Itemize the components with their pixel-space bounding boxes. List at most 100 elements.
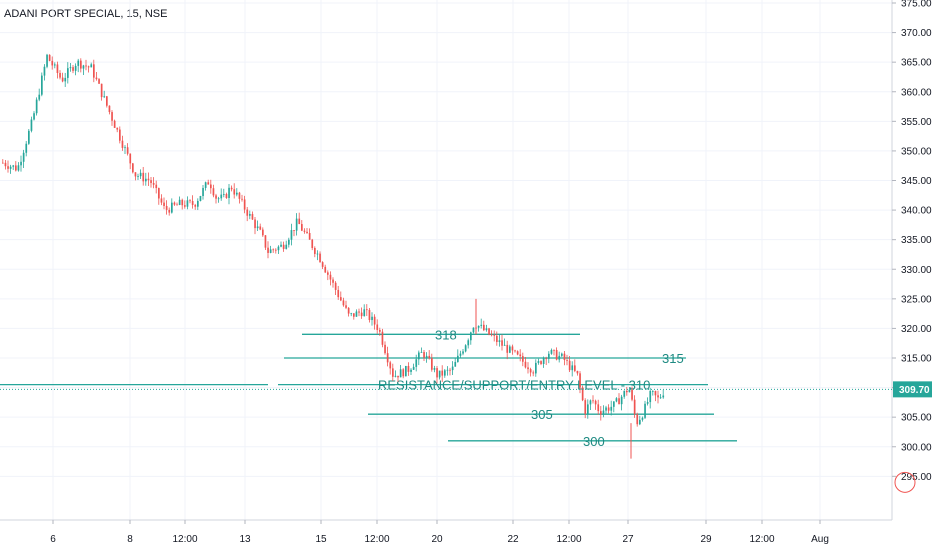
candle-body xyxy=(407,365,410,372)
candle-body xyxy=(290,230,293,240)
y-tick-label: 330.00 xyxy=(901,265,932,276)
candle-body xyxy=(641,417,644,420)
candle-body xyxy=(438,370,441,378)
candle-body xyxy=(353,313,355,317)
candle-body xyxy=(467,340,470,346)
candle-body xyxy=(381,331,384,345)
candle-body xyxy=(129,153,132,164)
candle-body xyxy=(285,244,288,249)
candle-body xyxy=(191,201,194,205)
candle-body xyxy=(379,329,381,332)
candle-body xyxy=(238,192,241,199)
candle-body xyxy=(163,202,165,206)
candle-body xyxy=(620,396,623,405)
candle-body xyxy=(550,349,553,354)
y-tick-label: 350.00 xyxy=(901,146,932,157)
candle-body xyxy=(433,368,436,370)
candle-body xyxy=(496,335,498,342)
candle-body xyxy=(340,297,342,301)
candle-body xyxy=(480,324,483,326)
candle-body xyxy=(623,390,626,397)
candle-body xyxy=(386,353,389,363)
candle-body xyxy=(119,129,121,141)
y-tick-label: 365.00 xyxy=(901,58,932,69)
candle-body xyxy=(282,244,285,249)
chart-grid xyxy=(0,0,892,520)
candle-body xyxy=(532,372,535,374)
candle-body xyxy=(628,389,631,393)
candle-body xyxy=(90,64,93,68)
candle-body xyxy=(470,332,472,341)
candle-body xyxy=(262,229,264,236)
candle-body xyxy=(54,64,56,66)
level-label: 305 xyxy=(531,407,553,422)
candle-body xyxy=(652,390,654,392)
candle-body xyxy=(194,204,197,207)
candle-body xyxy=(514,350,516,352)
last-price-badge xyxy=(893,381,932,398)
candle-body xyxy=(61,77,64,82)
candle-body xyxy=(423,352,425,358)
candle-body xyxy=(457,355,459,362)
candle-body xyxy=(259,226,262,230)
candle-body xyxy=(639,419,641,425)
candle-body xyxy=(428,355,431,359)
candle-body xyxy=(477,325,480,328)
candle-body xyxy=(233,189,236,195)
candle-body xyxy=(662,395,665,398)
candle-body xyxy=(503,344,506,346)
candle-body xyxy=(280,244,282,247)
candle-body xyxy=(111,112,113,121)
candle-body xyxy=(412,366,415,370)
candle-body xyxy=(137,176,139,177)
candle-body xyxy=(329,274,332,280)
candle-body xyxy=(444,370,446,376)
candle-body xyxy=(436,368,438,378)
candle-body xyxy=(558,355,561,360)
candle-body xyxy=(314,247,316,254)
candle-body xyxy=(116,127,119,130)
candle-body xyxy=(95,77,98,80)
candle-body xyxy=(355,311,358,317)
candle-body xyxy=(431,358,433,370)
x-tick-label: 12:00 xyxy=(556,534,581,545)
x-tick-label: 22 xyxy=(507,534,519,545)
candle-body xyxy=(173,202,176,205)
candle-body xyxy=(345,305,347,308)
candle-body xyxy=(293,230,295,231)
candle-body xyxy=(472,327,475,333)
candle-body xyxy=(17,165,20,171)
candle-body xyxy=(33,113,35,120)
x-tick-label: 12:00 xyxy=(364,534,389,545)
candle-body xyxy=(485,328,488,331)
candle-body xyxy=(366,309,368,311)
candle-body xyxy=(126,147,129,154)
candle-body xyxy=(43,66,46,76)
candle-body xyxy=(613,401,615,407)
candle-body xyxy=(113,120,116,128)
candle-body xyxy=(321,262,324,267)
last-price-value: 309.70 xyxy=(899,385,930,396)
candle-body xyxy=(184,205,186,207)
candle-body xyxy=(402,369,405,377)
candle-body xyxy=(506,344,509,353)
candle-body xyxy=(579,373,581,388)
candle-body xyxy=(145,178,147,182)
candle-body xyxy=(537,361,540,363)
candle-body xyxy=(82,65,85,69)
level-label: 300 xyxy=(583,434,605,449)
candle-body xyxy=(15,165,17,171)
candle-body xyxy=(571,365,574,371)
candle-body xyxy=(605,407,607,411)
candle-body xyxy=(2,162,4,164)
candle-body xyxy=(301,224,303,231)
candle-body xyxy=(553,349,555,351)
candle-body xyxy=(150,180,152,184)
candle-body xyxy=(295,218,298,231)
candle-body xyxy=(644,403,646,418)
candle-body xyxy=(384,344,386,354)
candle-body xyxy=(574,365,576,371)
x-tick-label: 6 xyxy=(50,534,56,545)
candle-body xyxy=(449,369,451,371)
